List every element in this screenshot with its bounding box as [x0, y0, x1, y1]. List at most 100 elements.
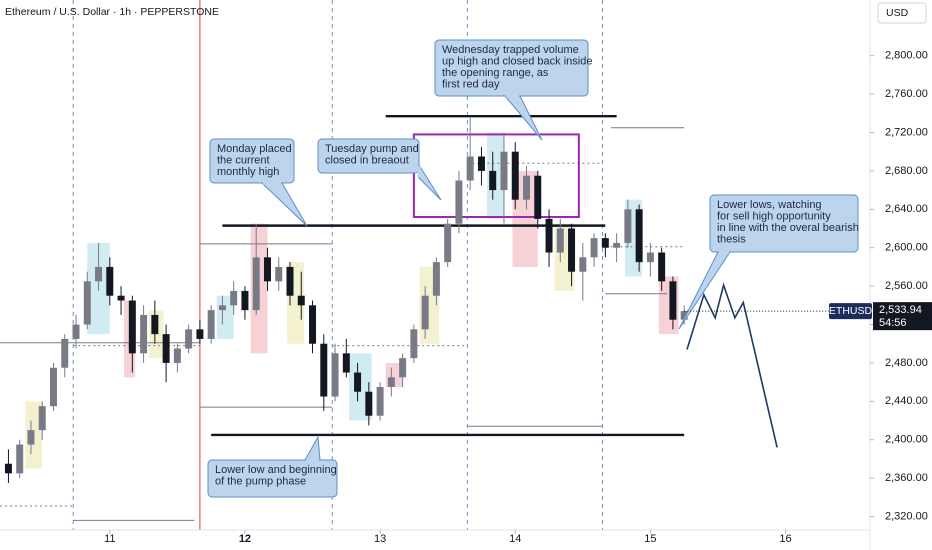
y-tick-label: 2,400.00: [885, 434, 928, 446]
candle-body: [252, 257, 260, 311]
candle-body: [680, 311, 688, 320]
candle-body: [354, 372, 362, 392]
candle-body: [511, 151, 519, 200]
y-tick-label: 2,360.00: [885, 472, 928, 484]
candle-body: [489, 170, 497, 191]
candle-body: [624, 209, 632, 243]
annotation-text: in line with the overal bearish: [717, 222, 859, 234]
annotation-text: the opening range, as: [442, 67, 549, 79]
candle-body: [455, 180, 463, 224]
symbol-tag: [829, 303, 872, 320]
candle-body: [196, 329, 204, 339]
candle-body: [320, 343, 328, 397]
candle-body: [444, 223, 452, 263]
x-tick-label: 13: [374, 533, 386, 545]
candle-body: [568, 228, 576, 272]
plot-area: [0, 0, 778, 530]
candle-body: [117, 295, 125, 301]
y-tick-label: 2,320.00: [885, 510, 928, 522]
annotation-seam: [263, 181, 281, 185]
candle-body: [128, 300, 136, 354]
candle-body: [432, 262, 440, 296]
chart-title: Ethereum / U.S. Dollar · 1h · PEPPERSTON…: [5, 6, 219, 18]
countdown-label: 54:56: [879, 317, 907, 329]
y-tick-label: 2,560.00: [885, 280, 928, 292]
annotation-text: Monday placed: [217, 143, 292, 155]
projection-line: [686, 282, 778, 448]
candle-body: [207, 310, 215, 339]
candle-body: [275, 266, 283, 282]
currency-label: USD: [886, 7, 909, 19]
annotation-seam: [306, 458, 319, 462]
x-tick-label: 14: [509, 533, 521, 545]
annotation-box: [317, 138, 420, 174]
candle-body: [38, 406, 46, 431]
y-tick-label: 2,800.00: [885, 50, 928, 62]
x-tick-label: 15: [644, 533, 656, 545]
candle-body: [106, 266, 114, 296]
annotation-text: monthly high: [217, 166, 279, 178]
annotation-box: [209, 138, 295, 184]
candle-body: [556, 228, 564, 253]
y-tick-label: 2,440.00: [885, 395, 928, 407]
candle-body: [50, 367, 57, 407]
candle-body: [95, 266, 103, 282]
candle-body: [421, 295, 429, 330]
symbol-label: ETHUSD: [829, 305, 873, 317]
annotation-box: [207, 459, 338, 498]
annotation-box: [709, 194, 859, 253]
currency-button[interactable]: [877, 2, 927, 24]
candle-body: [218, 305, 226, 311]
annotation-text: Tuesday pump and: [325, 143, 419, 155]
candle-body: [286, 266, 294, 296]
candle-body: [185, 329, 193, 349]
candle-body: [613, 242, 621, 248]
candle-body: [646, 252, 654, 263]
candle-body: [601, 238, 609, 248]
annotation-seam: [506, 94, 519, 98]
annotation-seam: [417, 166, 421, 177]
candle-body: [376, 386, 384, 416]
annotation-text: first red day: [442, 78, 500, 90]
x-tick-label: 12: [239, 533, 251, 545]
candle-body: [309, 305, 317, 344]
annotation-text: Lower low and beginning: [215, 464, 337, 476]
y-tick-label: 2,600.00: [885, 242, 928, 254]
annotation-text: Lower lows, watching: [717, 199, 822, 211]
candle-body: [466, 156, 474, 181]
candle-body: [331, 353, 339, 397]
x-tick-label: 16: [779, 533, 791, 545]
annotation-text: for sell high opportunity: [717, 210, 831, 222]
candle-body: [365, 391, 373, 416]
candle-body: [263, 257, 271, 282]
candle-body: [241, 290, 249, 311]
y-tick-label: 2,640.00: [885, 203, 928, 215]
candle-body: [230, 290, 238, 306]
candle-body: [399, 358, 407, 378]
candle-body: [635, 209, 643, 263]
range-box: [412, 133, 580, 218]
candle-body: [83, 281, 91, 325]
candle-body: [410, 329, 418, 359]
candle-body: [669, 281, 677, 320]
x-tick-label: 11: [104, 533, 115, 545]
candle-body: [658, 252, 666, 282]
candle-body: [387, 377, 395, 387]
candle-body: [579, 257, 587, 272]
candle-body: [16, 444, 24, 474]
candle-body: [545, 218, 553, 253]
annotation-text: Wednesday trapped volume: [442, 44, 579, 56]
candle-body: [477, 156, 485, 171]
candle-body: [72, 324, 80, 339]
candle-body: [523, 175, 530, 200]
last-price-tag: [873, 302, 932, 331]
candle-body: [61, 338, 69, 368]
annotation-text: closed in breaout: [325, 154, 409, 166]
y-tick-label: 2,760.00: [885, 88, 928, 100]
